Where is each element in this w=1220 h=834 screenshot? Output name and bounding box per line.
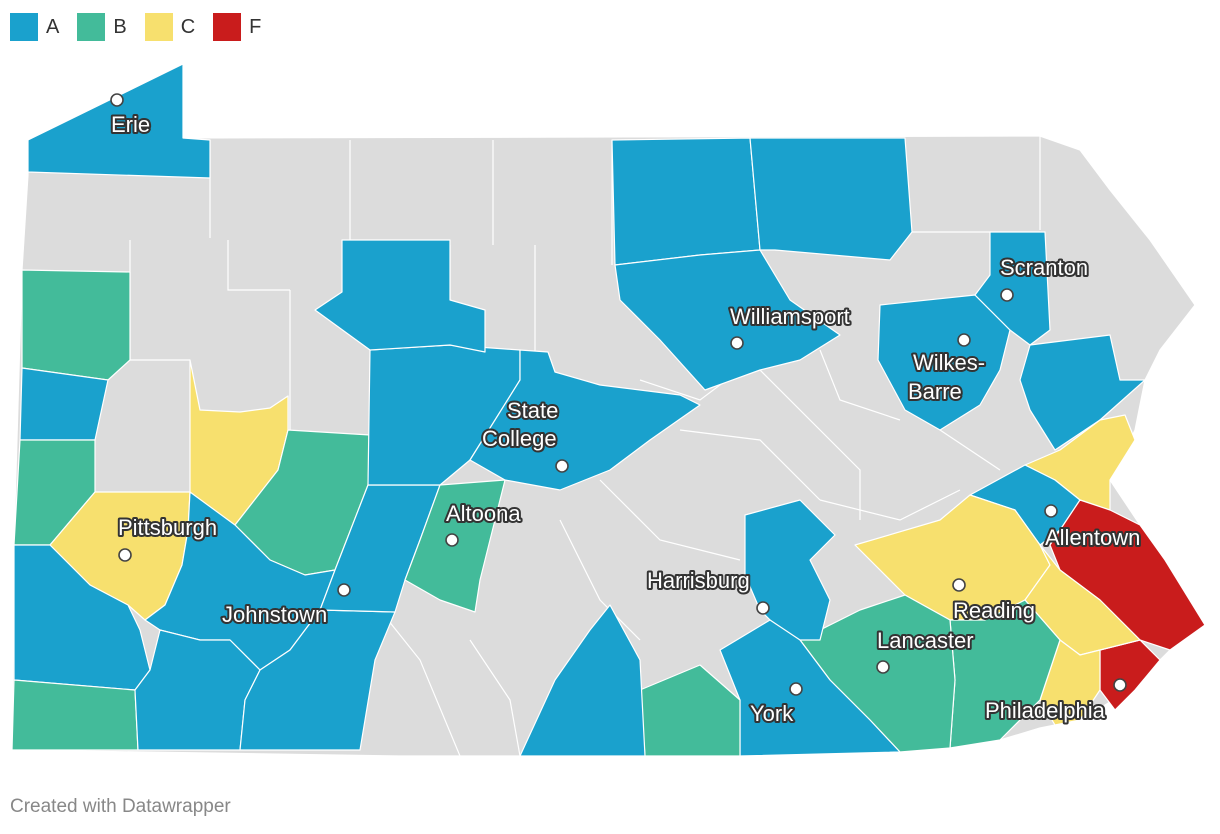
county-greene — [11, 679, 139, 751]
county-philadelphia — [1099, 639, 1161, 711]
city-label-reading: Reading — [953, 598, 1035, 623]
city-label-pittsburgh: Pittsburgh — [118, 515, 217, 540]
city-dot-lancaster — [876, 660, 890, 674]
county-centre — [469, 349, 701, 491]
city-label-wilkes-barre-2: Barre — [908, 379, 962, 404]
city-label-erie: Erie — [111, 112, 150, 137]
city-label-williamsport: Williamsport — [730, 304, 850, 329]
city-label-harrisburg: Harrisburg — [647, 568, 750, 593]
city-dot-reading — [952, 578, 966, 592]
city-markers — [110, 93, 1127, 696]
legend-item-b: B — [77, 13, 127, 41]
legend-swatch-a — [10, 13, 38, 41]
city-dot-harrisburg — [756, 601, 770, 615]
county-franklin — [519, 604, 646, 757]
city-dot-scranton — [1000, 288, 1014, 302]
county-tioga — [611, 137, 761, 266]
county-bucks — [1049, 499, 1206, 651]
footer-credit: Created with Datawrapper — [10, 796, 231, 817]
city-dot-williamsport — [730, 336, 744, 350]
county-erie — [27, 63, 211, 179]
legend-item-a: A — [10, 13, 59, 41]
legend-label-f: F — [249, 15, 262, 38]
city-dot-erie — [110, 93, 124, 107]
county-elk — [314, 239, 486, 353]
county-crawford — [21, 269, 131, 381]
city-label-state-college-2: College — [482, 426, 557, 451]
legend-swatch-c — [144, 13, 173, 41]
county-bradford — [749, 137, 913, 261]
city-dot-altoona — [445, 533, 459, 547]
city-label-allentown: Allentown — [1045, 525, 1140, 550]
city-label-york: York — [750, 701, 794, 726]
legend-label-a: A — [46, 15, 60, 38]
city-label-altoona: Altoona — [446, 501, 521, 526]
county-lycoming — [614, 249, 841, 391]
legend: A B C F — [10, 12, 279, 42]
county-lackawanna — [974, 231, 1051, 346]
legend-item-c: C — [144, 13, 196, 41]
legend-label-b: B — [113, 15, 127, 38]
city-dot-allentown — [1044, 504, 1058, 518]
city-label-state-college-1: State — [507, 398, 558, 423]
city-label-philadelphia: Philadelphia — [985, 698, 1106, 723]
city-dot-state-college — [555, 459, 569, 473]
city-dot-johnstown — [337, 583, 351, 597]
county-somerset — [239, 609, 396, 751]
city-dot-york — [789, 682, 803, 696]
city-dot-wilkes-barre — [957, 333, 971, 347]
city-dot-philadelphia — [1113, 678, 1127, 692]
city-label-wilkes-barre-1: Wilkes- — [913, 350, 985, 375]
legend-item-f: F — [213, 13, 261, 41]
legend-swatch-b — [77, 13, 106, 41]
city-label-johnstown: Johnstown — [222, 602, 327, 627]
city-label-lancaster: Lancaster — [877, 628, 974, 653]
city-labels: Erie Scranton Williamsport Wilkes- Barre… — [109, 110, 1142, 728]
legend-swatch-f — [213, 13, 242, 41]
county-delaware — [1039, 639, 1101, 726]
county-lawrence — [19, 367, 109, 441]
city-dot-pittsburgh — [118, 548, 132, 562]
legend-label-c: C — [180, 15, 196, 38]
city-label-scranton: Scranton — [1000, 255, 1088, 280]
county-fayette — [134, 629, 261, 751]
